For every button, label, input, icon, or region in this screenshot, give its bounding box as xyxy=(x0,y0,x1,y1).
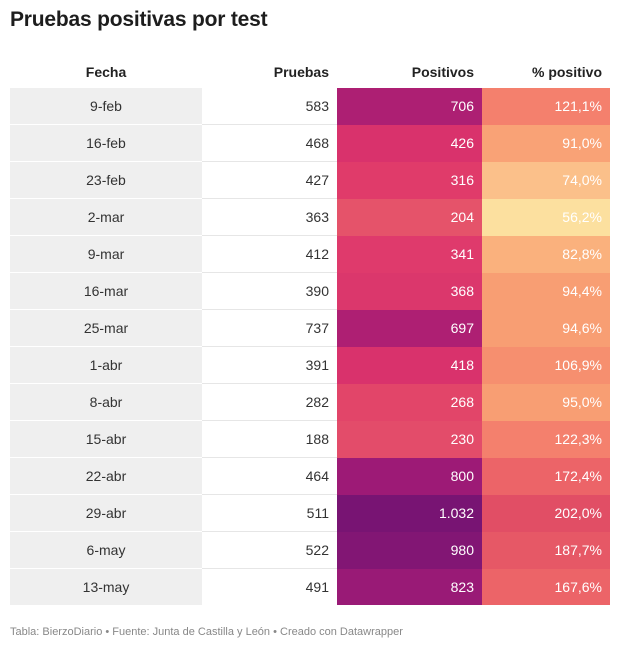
cell-positivos: 204 xyxy=(337,198,482,236)
cell-positivos: 800 xyxy=(337,457,482,495)
table-row: 22-abr 464 800 172,4% xyxy=(10,457,610,495)
cell-pct-positivo: 167,6% xyxy=(482,568,610,605)
cell-pct-positivo: 56,2% xyxy=(482,198,610,236)
column-header-pruebas[interactable]: Pruebas xyxy=(273,64,329,80)
cell-fecha: 23-feb xyxy=(10,161,202,199)
column-header-positivos[interactable]: Positivos xyxy=(411,64,474,80)
cell-pct-positivo: 95,0% xyxy=(482,383,610,421)
cell-pruebas: 282 xyxy=(202,383,337,421)
cell-pruebas: 391 xyxy=(202,346,337,384)
cell-pct-positivo: 121,1% xyxy=(482,88,610,125)
table-body: 9-feb 583 706 121,1% 16-feb 468 426 91,0% 23-feb… xyxy=(10,88,610,605)
table-row: 13-may 491 823 167,6% xyxy=(10,568,610,605)
data-table: Fecha Pruebas Positivos % positivo 9-feb… xyxy=(10,56,610,605)
table-row: 15-abr 188 230 122,3% xyxy=(10,420,610,458)
cell-fecha: 16-mar xyxy=(10,272,202,310)
cell-pct-positivo: 82,8% xyxy=(482,235,610,273)
table-row: 23-feb 427 316 74,0% xyxy=(10,161,610,199)
cell-fecha: 9-mar xyxy=(10,235,202,273)
table-row: 16-feb 468 426 91,0% xyxy=(10,124,610,162)
cell-pruebas: 188 xyxy=(202,420,337,458)
cell-pct-positivo: 187,7% xyxy=(482,531,610,569)
cell-pruebas: 412 xyxy=(202,235,337,273)
cell-fecha: 13-may xyxy=(10,568,202,605)
cell-pct-positivo: 94,6% xyxy=(482,309,610,347)
cell-positivos: 697 xyxy=(337,309,482,347)
table-row: 16-mar 390 368 94,4% xyxy=(10,272,610,310)
table-row: 25-mar 737 697 94,6% xyxy=(10,309,610,347)
cell-pruebas: 522 xyxy=(202,531,337,569)
cell-fecha: 29-abr xyxy=(10,494,202,532)
cell-pruebas: 491 xyxy=(202,568,337,605)
cell-positivos: 1.032 xyxy=(337,494,482,532)
cell-positivos: 706 xyxy=(337,88,482,125)
cell-pruebas: 427 xyxy=(202,161,337,199)
cell-pruebas: 511 xyxy=(202,494,337,532)
cell-pct-positivo: 106,9% xyxy=(482,346,610,384)
cell-positivos: 823 xyxy=(337,568,482,605)
cell-pruebas: 737 xyxy=(202,309,337,347)
table-row: 29-abr 511 1.032 202,0% xyxy=(10,494,610,532)
cell-fecha: 6-may xyxy=(10,531,202,569)
cell-pct-positivo: 91,0% xyxy=(482,124,610,162)
cell-positivos: 268 xyxy=(337,383,482,421)
table-row: 6-may 522 980 187,7% xyxy=(10,531,610,569)
column-header-pct-positivo[interactable]: % positivo xyxy=(531,64,602,80)
cell-positivos: 316 xyxy=(337,161,482,199)
cell-fecha: 9-feb xyxy=(10,88,202,125)
cell-pruebas: 583 xyxy=(305,98,329,114)
cell-pruebas: 464 xyxy=(202,457,337,495)
cell-pct-positivo: 202,0% xyxy=(482,494,610,532)
column-header-fecha[interactable]: Fecha xyxy=(85,64,127,80)
cell-pct-positivo: 74,0% xyxy=(482,161,610,199)
header-row: Fecha Pruebas Positivos % positivo xyxy=(10,56,610,88)
cell-positivos: 418 xyxy=(337,346,482,384)
cell-pct-positivo: 94,4% xyxy=(482,272,610,310)
cell-positivos: 980 xyxy=(337,531,482,569)
cell-pct-positivo: 122,3% xyxy=(482,420,610,458)
table-row: 8-abr 282 268 95,0% xyxy=(10,383,610,421)
cell-fecha: 16-feb xyxy=(10,124,202,162)
cell-pruebas: 363 xyxy=(202,198,337,236)
table-row: 2-mar 363 204 56,2% xyxy=(10,198,610,236)
table-row: 9-feb 583 706 121,1% xyxy=(10,88,610,125)
cell-fecha: 22-abr xyxy=(10,457,202,495)
cell-positivos: 341 xyxy=(337,235,482,273)
cell-pruebas: 390 xyxy=(202,272,337,310)
table-row: 9-mar 412 341 82,8% xyxy=(10,235,610,273)
cell-fecha: 8-abr xyxy=(10,383,202,421)
cell-fecha: 1-abr xyxy=(10,346,202,384)
chart-title: Pruebas positivas por test xyxy=(10,8,268,31)
cell-positivos: 426 xyxy=(337,124,482,162)
cell-fecha: 2-mar xyxy=(10,198,202,236)
cell-pct-positivo: 172,4% xyxy=(482,457,610,495)
table-row: 1-abr 391 418 106,9% xyxy=(10,346,610,384)
cell-pruebas: 468 xyxy=(202,124,337,162)
cell-positivos: 368 xyxy=(337,272,482,310)
cell-positivos: 230 xyxy=(337,420,482,458)
source-footer: Tabla: BierzoDiario • Fuente: Junta de C… xyxy=(10,626,403,638)
cell-fecha: 15-abr xyxy=(10,420,202,458)
cell-fecha: 25-mar xyxy=(10,309,202,347)
